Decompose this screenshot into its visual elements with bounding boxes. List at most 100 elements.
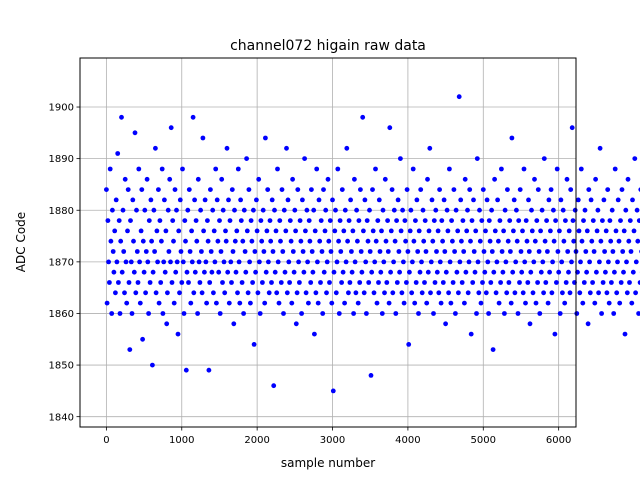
data-point [386, 300, 392, 306]
data-point [315, 259, 320, 265]
data-point [516, 218, 522, 224]
data-point [217, 218, 222, 224]
data-point [519, 269, 525, 275]
data-point [582, 207, 588, 213]
data-point [625, 176, 631, 182]
data-point [302, 156, 307, 162]
data-point [379, 228, 384, 234]
data-point [345, 238, 350, 244]
data-point [472, 269, 478, 275]
data-point [633, 259, 639, 265]
data-point [264, 228, 270, 234]
data-point [183, 367, 189, 373]
data-point [289, 300, 295, 306]
data-point [309, 187, 314, 193]
data-point [150, 269, 156, 275]
data-point [404, 280, 409, 285]
data-point [523, 218, 529, 224]
data-point [398, 156, 403, 162]
data-point [225, 269, 231, 275]
data-point [303, 228, 308, 234]
data-point [557, 311, 563, 316]
data-point [278, 280, 284, 285]
data-point [221, 259, 227, 265]
data-point [506, 280, 512, 285]
data-point [333, 207, 338, 213]
data-point [560, 207, 566, 213]
data-point [327, 218, 333, 224]
data-point [223, 238, 229, 244]
data-point [282, 269, 288, 275]
data-point [601, 197, 607, 203]
data-point [183, 238, 188, 244]
data-point [172, 187, 178, 193]
data-point [388, 269, 393, 275]
data-point [320, 311, 326, 316]
data-point [450, 238, 455, 244]
data-point [336, 311, 342, 316]
data-point [492, 176, 497, 182]
data-point [105, 218, 111, 224]
data-point [242, 249, 248, 254]
x-tick-label: 1000 [169, 435, 194, 446]
data-point [438, 300, 444, 306]
data-point [352, 259, 358, 265]
data-point [142, 207, 148, 213]
data-point [458, 197, 464, 203]
data-point [173, 269, 179, 275]
data-point [133, 290, 139, 296]
data-point [485, 259, 491, 265]
data-point [369, 269, 375, 275]
plot-frame [79, 57, 577, 428]
data-point [420, 207, 426, 213]
y-tick-label: 1870 [49, 257, 74, 268]
data-point [216, 269, 222, 275]
data-point [138, 228, 144, 234]
data-point [295, 187, 301, 193]
data-point [606, 300, 612, 306]
data-point [358, 187, 363, 193]
data-point [614, 290, 620, 296]
data-point [359, 269, 365, 275]
data-point [189, 259, 195, 265]
data-point [293, 321, 299, 327]
data-point [311, 207, 317, 213]
data-point [551, 207, 556, 213]
data-point [624, 290, 630, 296]
data-point [483, 290, 489, 296]
data-point [552, 331, 558, 337]
data-point [113, 197, 119, 203]
data-point [307, 238, 313, 244]
data-point [124, 300, 130, 306]
data-point [306, 300, 311, 306]
data-point [113, 290, 118, 296]
data-point [254, 197, 259, 203]
data-point [426, 228, 432, 234]
data-point [291, 269, 297, 275]
data-point [330, 197, 335, 203]
data-point [297, 280, 302, 285]
data-point [413, 218, 418, 224]
data-point [199, 290, 205, 296]
data-point [219, 176, 225, 182]
data-point [536, 249, 542, 254]
data-point [617, 300, 623, 306]
data-point [230, 249, 236, 254]
data-point [477, 207, 482, 213]
data-point [306, 218, 312, 224]
data-point [442, 249, 448, 254]
data-point [581, 280, 587, 285]
data-point [162, 197, 167, 203]
data-point [104, 300, 110, 306]
data-point [410, 259, 415, 265]
data-point [188, 300, 194, 306]
data-point [237, 300, 243, 306]
data-point [555, 249, 561, 254]
data-point [354, 207, 359, 213]
data-point [388, 228, 394, 234]
data-point [513, 259, 519, 265]
data-point [131, 269, 137, 275]
data-point [444, 207, 450, 213]
data-point [615, 259, 620, 265]
data-point [238, 218, 244, 224]
